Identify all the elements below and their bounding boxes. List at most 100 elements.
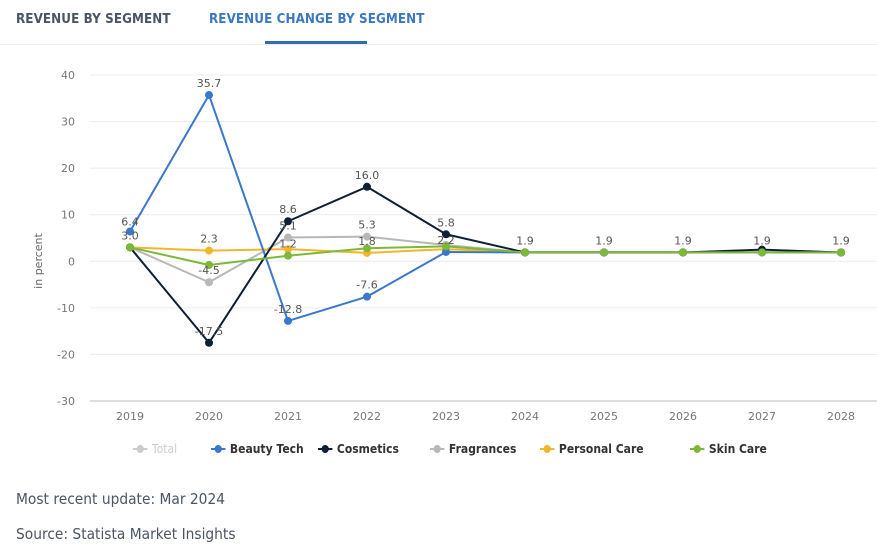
data-label: 35.7 — [197, 77, 222, 90]
source-text: Source: Statista Market Insights — [16, 525, 236, 543]
legend-item-beauty-tech[interactable]: Beauty Tech — [211, 442, 304, 456]
data-labels: 6.43.0 35.7 2.3 -4.5 -17.5 8.6 5.1 1.2 -12.8 16.0… — [121, 77, 850, 338]
y-tick-label: -20 — [57, 348, 75, 361]
legend-label: Total — [151, 442, 178, 456]
legend: Total Beauty Tech Cosmetics Fragrances Perso… — [0, 440, 877, 460]
y-tick-label: 40 — [61, 69, 75, 82]
data-point[interactable] — [284, 251, 292, 260]
series-fragrances — [126, 232, 845, 287]
data-label: 1.8 — [358, 235, 376, 248]
series-line — [129, 245, 841, 267]
data-point[interactable] — [442, 247, 450, 256]
x-tick-label: 2025 — [590, 410, 618, 423]
data-label: -4.5 — [198, 264, 219, 277]
data-label: -12.8 — [274, 303, 302, 316]
active-tab-indicator — [265, 41, 367, 44]
data-label: 5.8 — [437, 216, 455, 229]
data-point[interactable] — [521, 248, 529, 257]
x-tick-label: 2020 — [195, 410, 223, 423]
x-axis-ticks: 2019 2020 2021 2022 2023 2024 2025 2026 2027 2028 — [116, 410, 855, 423]
legend-marker-icon — [211, 444, 226, 454]
data-label: 5.1 — [279, 220, 297, 233]
data-point[interactable] — [205, 338, 213, 347]
y-axis-label: in percent — [32, 232, 45, 288]
data-point[interactable] — [205, 278, 213, 287]
data-label: -7.6 — [356, 279, 377, 292]
data-label: 2.3 — [200, 233, 218, 246]
y-tick-label: 20 — [61, 162, 75, 175]
tab-revenue-by-segment[interactable]: REVENUE BY SEGMENT — [16, 12, 171, 27]
data-label: 1.9 — [753, 234, 771, 247]
data-label: 3.0 — [121, 229, 139, 242]
x-tick-label: 2021 — [274, 410, 302, 423]
data-point[interactable] — [758, 248, 766, 257]
data-label: 16.0 — [355, 169, 380, 182]
data-label: -17.5 — [195, 325, 223, 338]
data-label: 8.6 — [279, 203, 297, 216]
data-point[interactable] — [363, 292, 371, 301]
y-tick-label: 0 — [68, 255, 75, 268]
gridlines — [90, 74, 877, 402]
legend-label: Skin Care — [708, 442, 767, 456]
tab-revenue-change-by-segment[interactable]: REVENUE CHANGE BY SEGMENT — [209, 12, 425, 27]
y-tick-label: -30 — [57, 395, 75, 408]
series-skin-care — [126, 242, 845, 270]
data-point[interactable] — [442, 230, 450, 239]
y-axis-ticks: 40 30 20 10 0 -10 -20 -30 — [57, 69, 75, 408]
legend-label: Cosmetics — [336, 442, 399, 456]
x-tick-label: 2024 — [511, 410, 539, 423]
x-tick-label: 2023 — [432, 410, 460, 423]
legend-item-personal-care[interactable]: Personal Care — [540, 442, 644, 456]
segment-tabs: REVENUE BY SEGMENT REVENUE CHANGE BY SEG… — [0, 0, 877, 45]
data-point[interactable] — [363, 244, 371, 253]
data-point[interactable] — [284, 233, 292, 242]
legend-marker-icon — [540, 444, 555, 454]
legend-marker-icon — [318, 444, 333, 454]
legend-item-skin-care[interactable]: Skin Care — [690, 442, 767, 456]
y-tick-label: 10 — [61, 209, 75, 222]
x-tick-label: 2026 — [669, 410, 697, 423]
legend-item-fragrances[interactable]: Fragrances — [430, 442, 516, 456]
data-point[interactable] — [600, 248, 608, 257]
y-tick-label: 30 — [61, 116, 75, 129]
x-tick-label: 2028 — [827, 410, 855, 423]
series-cosmetics — [126, 182, 845, 347]
data-point[interactable] — [837, 248, 845, 257]
data-point[interactable] — [126, 227, 134, 236]
y-tick-label: -10 — [57, 302, 75, 315]
data-label: 6.4 — [121, 215, 139, 228]
data-label: 1.9 — [674, 234, 692, 247]
legend-label: Personal Care — [558, 442, 644, 456]
data-point[interactable] — [205, 91, 213, 100]
legend-label: Beauty Tech — [229, 442, 304, 456]
data-point[interactable] — [284, 316, 292, 325]
data-label: 2.2 — [437, 234, 455, 247]
legend-marker-icon — [430, 444, 445, 454]
data-label: 5.3 — [358, 219, 376, 232]
series-beauty-tech — [126, 91, 845, 325]
series-line — [129, 185, 842, 344]
data-point[interactable] — [205, 246, 213, 255]
x-tick-label: 2022 — [353, 410, 381, 423]
legend-marker-icon — [133, 444, 148, 454]
data-label: 1.2 — [279, 238, 297, 251]
series-lines — [126, 91, 845, 347]
data-point[interactable] — [679, 248, 687, 257]
data-point[interactable] — [284, 245, 292, 254]
data-point[interactable] — [126, 243, 134, 252]
data-point[interactable] — [284, 217, 292, 226]
legend-item-cosmetics[interactable]: Cosmetics — [318, 442, 399, 456]
legend-item-total[interactable]: Total — [133, 442, 177, 456]
last-update-text: Most recent update: Mar 2024 — [16, 490, 226, 508]
data-point[interactable] — [363, 232, 371, 241]
legend-marker-icon — [690, 444, 705, 454]
data-label: 1.9 — [832, 234, 850, 247]
series-line — [129, 94, 841, 322]
data-label: 1.9 — [516, 234, 534, 247]
data-point[interactable] — [205, 261, 213, 270]
data-label: 1.9 — [595, 234, 613, 247]
data-point[interactable] — [442, 242, 450, 251]
legend-label: Fragrances — [448, 442, 517, 456]
data-point[interactable] — [363, 182, 371, 191]
